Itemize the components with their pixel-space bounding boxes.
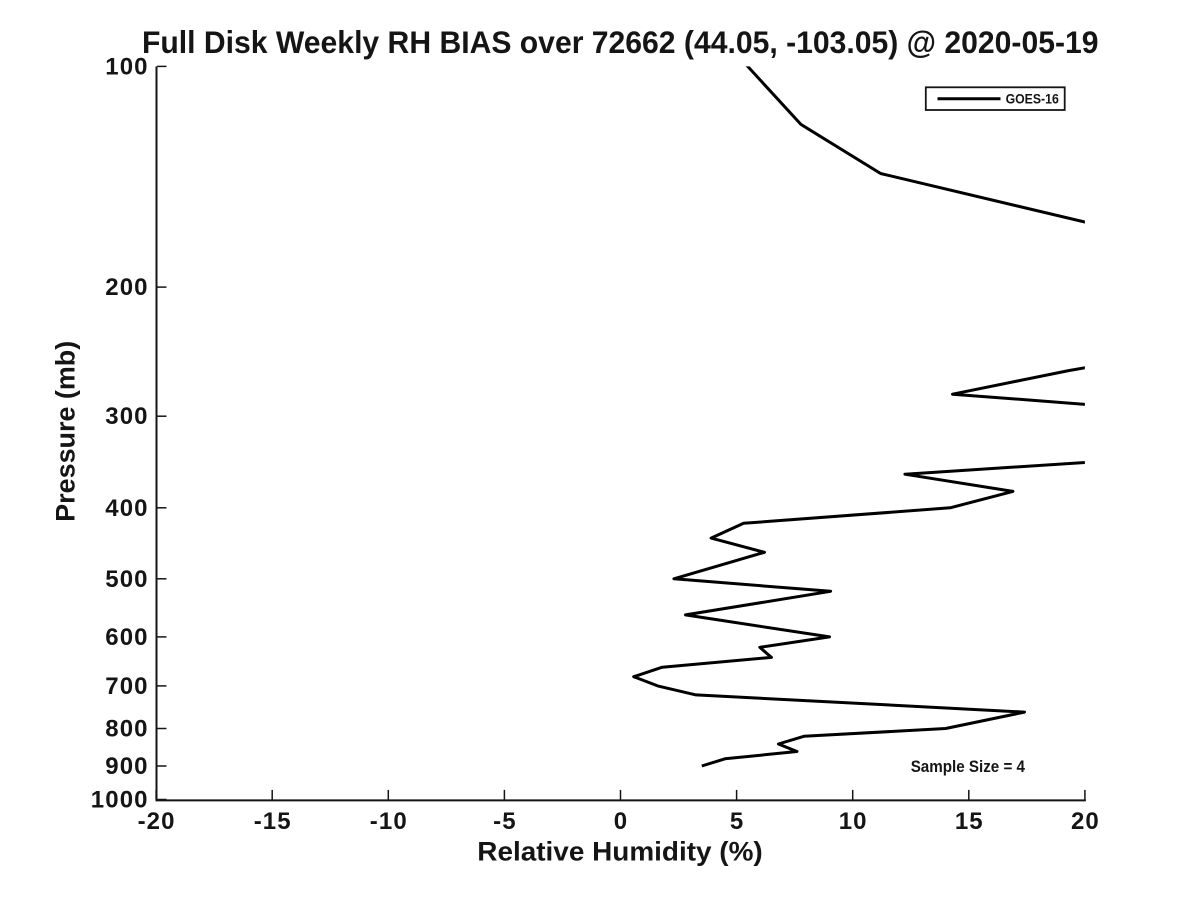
svg-text:1000: 1000 <box>91 787 149 814</box>
svg-text:900: 900 <box>105 753 148 780</box>
svg-text:GOES-16: GOES-16 <box>1006 91 1059 106</box>
svg-text:500: 500 <box>105 566 148 593</box>
svg-text:700: 700 <box>105 673 148 700</box>
svg-text:800: 800 <box>105 716 148 743</box>
svg-text:-10: -10 <box>370 808 408 835</box>
svg-text:600: 600 <box>105 624 148 651</box>
svg-text:Relative Humidity (%): Relative Humidity (%) <box>477 836 762 866</box>
svg-text:200: 200 <box>105 274 148 301</box>
svg-text:5: 5 <box>730 808 744 835</box>
svg-text:20: 20 <box>1071 808 1100 835</box>
svg-text:300: 300 <box>105 403 148 430</box>
svg-text:Pressure (mb): Pressure (mb) <box>51 341 81 522</box>
svg-text:0: 0 <box>614 808 628 835</box>
svg-text:400: 400 <box>105 495 148 522</box>
svg-text:-5: -5 <box>493 808 517 835</box>
svg-text:10: 10 <box>839 808 868 835</box>
svg-text:-20: -20 <box>138 808 176 835</box>
svg-text:Sample Size = 4: Sample Size = 4 <box>911 758 1026 776</box>
svg-text:Full Disk Weekly RH BIAS over: Full Disk Weekly RH BIAS over 72662 (44.… <box>142 25 1099 60</box>
svg-text:100: 100 <box>105 53 148 80</box>
svg-text:-15: -15 <box>254 808 292 835</box>
svg-text:15: 15 <box>955 808 984 835</box>
